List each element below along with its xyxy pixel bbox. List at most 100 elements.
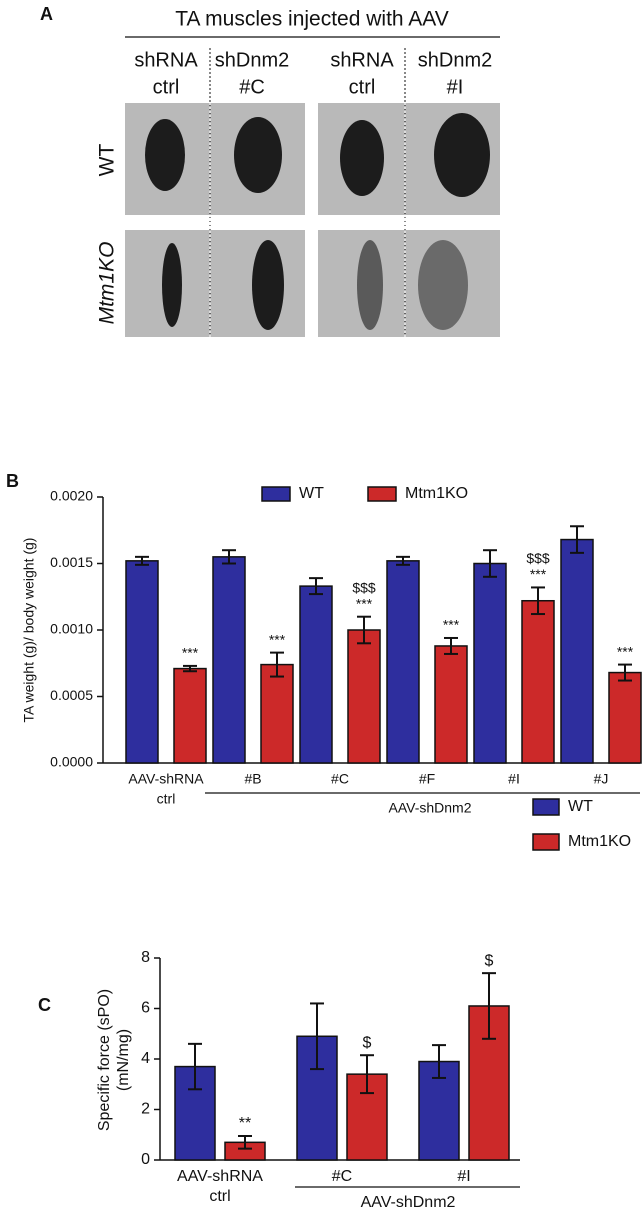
legend-swatch <box>532 833 560 851</box>
annotation: *** <box>443 617 460 633</box>
error-bar <box>531 586 545 616</box>
y-tick-label: 0.0010 <box>50 621 93 637</box>
row-label: WT <box>96 144 119 177</box>
legend-label: Mtm1KO <box>568 833 631 850</box>
annotation: *** <box>530 566 547 582</box>
x-tick-label: #F <box>419 771 435 787</box>
x-tick-label: #J <box>594 771 609 787</box>
column-header: #I <box>447 76 464 98</box>
x-tick-label: ctrl <box>209 1188 230 1205</box>
muscle <box>145 119 185 191</box>
x-tick-label: #C <box>332 1168 352 1185</box>
muscle <box>340 120 384 196</box>
error-bar <box>270 651 284 678</box>
y-tick-label: 8 <box>141 949 150 966</box>
error-bar <box>238 1135 252 1150</box>
column-header: shDnm2 <box>215 49 289 71</box>
legend-label: Mtm1KO <box>405 485 468 502</box>
y-axis-label: (mN/mg) <box>115 1029 132 1091</box>
annotation: $$$ <box>352 579 376 595</box>
y-axis-label: Specific force (sPO) <box>96 989 113 1131</box>
bar <box>521 599 555 764</box>
error-bar <box>396 555 410 566</box>
error-bar <box>188 1042 202 1091</box>
annotation: $$$ <box>526 550 550 566</box>
error-bar <box>357 615 371 645</box>
error-bar <box>482 972 496 1040</box>
x-tick-label: #C <box>331 771 349 787</box>
bar <box>125 560 159 764</box>
column-header: ctrl <box>153 76 180 98</box>
x-tick-label: AAV-shRNA <box>128 771 204 787</box>
y-tick-label: 0 <box>141 1151 150 1168</box>
error-bar <box>444 636 458 655</box>
annotation: *** <box>617 643 634 659</box>
x-tick-label: AAV-shRNA <box>177 1168 263 1185</box>
column-header: ctrl <box>349 76 376 98</box>
annotation: *** <box>182 645 199 661</box>
bar <box>299 585 333 764</box>
y-tick-label: 0.0015 <box>50 554 93 570</box>
bar <box>346 1073 388 1161</box>
bar <box>434 645 468 764</box>
y-tick-label: 0.0000 <box>50 754 93 770</box>
error-bar <box>483 549 497 578</box>
bar <box>386 560 420 764</box>
muscle <box>418 240 468 330</box>
annotation: ** <box>239 1115 251 1132</box>
column-header: shDnm2 <box>418 49 492 71</box>
y-tick-label: 4 <box>141 1050 150 1067</box>
x-tick-label: #I <box>508 771 520 787</box>
row-label: Mtm1KO <box>96 242 119 325</box>
x-tick-label: #I <box>457 1168 470 1185</box>
error-bar <box>432 1044 446 1079</box>
photo <box>318 230 500 337</box>
bar <box>473 562 507 764</box>
error-bar <box>183 664 197 673</box>
error-bar <box>135 555 149 566</box>
panel-label: C <box>38 995 51 1015</box>
legend-label: WT <box>299 485 324 502</box>
annotation: $ <box>485 952 494 969</box>
legend-swatch <box>367 486 397 502</box>
y-tick-label: 6 <box>141 1000 150 1017</box>
bar <box>560 538 594 764</box>
muscle <box>162 243 182 327</box>
error-bar <box>310 1002 324 1071</box>
x-tick-label: #B <box>244 771 261 787</box>
column-header: shRNA <box>134 49 198 71</box>
x-tick-label: ctrl <box>157 791 176 807</box>
legend-swatch <box>532 798 560 816</box>
error-bar <box>309 577 323 596</box>
muscle <box>234 117 282 193</box>
group-label: AAV-shDnm2 <box>361 1194 456 1211</box>
annotation: $ <box>363 1034 372 1051</box>
muscle <box>434 113 490 197</box>
error-bar <box>222 549 236 565</box>
group-label: AAV-shDnm2 <box>389 800 472 816</box>
muscle <box>357 240 383 330</box>
y-tick-label: 0.0020 <box>50 488 93 504</box>
panel-label: A <box>40 4 53 24</box>
error-bar <box>570 525 584 554</box>
photos <box>125 48 500 337</box>
y-axis-label: TA weight (g)/ body weight (g) <box>21 538 37 723</box>
panel-title: TA muscles injected with AAV <box>175 8 449 31</box>
error-bar <box>360 1054 374 1095</box>
legend-swatch <box>261 486 291 502</box>
y-tick-label: 0.0005 <box>50 687 93 703</box>
panel-label: B <box>6 471 19 491</box>
legend-label: WT <box>568 798 593 815</box>
y-tick-label: 2 <box>141 1101 150 1118</box>
column-header: #C <box>239 76 265 98</box>
annotation: *** <box>356 595 373 611</box>
bar <box>608 671 642 764</box>
bar <box>347 629 381 764</box>
annotation: *** <box>269 631 286 647</box>
bar <box>173 667 207 764</box>
column-header: shRNA <box>330 49 394 71</box>
error-bar <box>618 663 632 682</box>
muscle <box>252 240 284 330</box>
